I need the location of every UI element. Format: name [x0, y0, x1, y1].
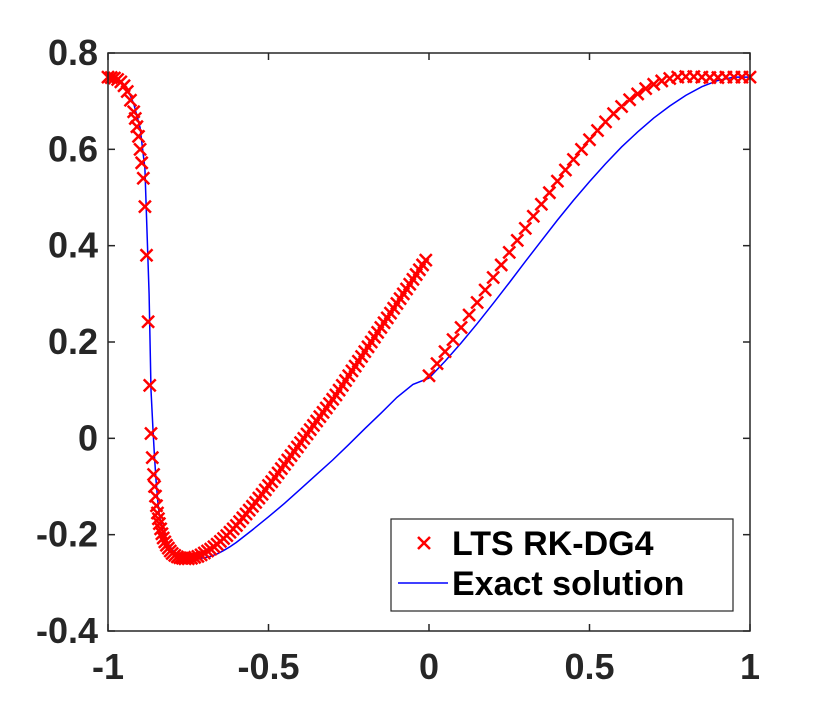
lts-rk-dg4-marker [526, 209, 541, 224]
lts-rk-dg4-marker [142, 378, 157, 393]
lts-rk-dg4-marker [486, 270, 501, 285]
lts-rk-dg4-marker [470, 295, 485, 310]
lts-rk-dg4-marker [550, 174, 565, 189]
lts-rk-dg4-marker [418, 253, 433, 268]
lts-rk-dg4-marker [630, 87, 645, 101]
exact-solution-line [107, 76, 750, 560]
x-tick-label: 0.5 [564, 646, 614, 687]
lts-rk-dg4-marker [654, 74, 669, 88]
lts-rk-dg4-marker [141, 314, 156, 329]
lts-rk-dg4-marker [120, 84, 135, 99]
lts-rk-dg4-marker [462, 308, 477, 322]
lts-rk-dg4-marker [566, 152, 581, 167]
legend-marker-icon [417, 536, 431, 550]
lts-rk-dg4-marker [454, 320, 468, 335]
lts-rk-dg4-marker [646, 77, 661, 92]
y-tick-label: 0.8 [48, 32, 98, 73]
x-tick-label: 0 [419, 646, 439, 687]
lts-rk-dg4-marker [502, 245, 517, 260]
lts-rk-dg4-marker [558, 163, 573, 177]
lts-rk-dg4-marker [138, 199, 152, 214]
legend-label-exact-solution: Exact solution [452, 565, 684, 603]
lts-rk-dg4-marker [156, 531, 171, 545]
lts-rk-dg4-marker [622, 92, 637, 107]
lts-rk-dg4-marker [422, 368, 436, 383]
lts-rk-dg4-marker [145, 450, 160, 465]
lts-rk-dg4-marker [430, 356, 444, 371]
lts-rk-dg4-marker [510, 233, 525, 248]
x-tick-label: -1 [92, 646, 124, 687]
lts-rk-dg4-marker [139, 248, 154, 263]
lts-rk-dg4-marker [518, 221, 533, 236]
lts-rk-dg4-marker [534, 197, 549, 212]
legend-box [390, 518, 734, 612]
lts-rk-dg4-marker [478, 283, 493, 297]
x-tick-label: -0.5 [237, 646, 299, 687]
lts-rk-dg4-marker [134, 155, 149, 170]
y-tick-label: 0 [78, 417, 98, 458]
lts-rk-dg4-marker [438, 344, 452, 359]
legend-label-lts-rk-dg4: LTS RK-DG4 [452, 525, 654, 563]
lts-rk-dg4-marker [136, 171, 151, 186]
lts-rk-dg4-marker [151, 511, 166, 526]
y-tick-label: 0.6 [48, 128, 98, 169]
y-tick-label: 0.2 [48, 321, 98, 362]
lts-rk-dg4-marker [146, 467, 161, 482]
lts-rk-dg4-marker [123, 93, 138, 108]
axes-layer: -1 -0.5 0 0.5 1 -0.4 -0.2 0 0.2 0.4 0.6 0.8 [36, 32, 760, 687]
lts-rk-dg4-marker [542, 185, 557, 200]
lts-rk-dg4-marker [133, 142, 147, 157]
y-tick-label: -0.2 [36, 514, 98, 555]
lts-rk-dg4-marker [144, 426, 158, 441]
y-tick-label: 0.4 [48, 225, 98, 266]
lts-rk-dg4-marker [494, 258, 509, 272]
lts-rk-dg4-marker [638, 81, 653, 96]
lts-rk-dg4-marker [155, 526, 169, 541]
y-tick-label: -0.4 [36, 610, 98, 651]
lts-rk-dg4-marker [446, 332, 460, 347]
x-tick-label: 1 [740, 646, 760, 687]
lts-rk-dg4-marker [131, 129, 146, 144]
series-layer [101, 69, 757, 566]
